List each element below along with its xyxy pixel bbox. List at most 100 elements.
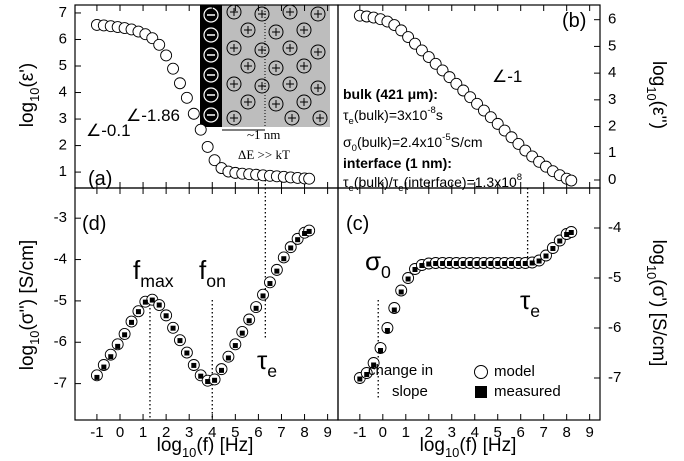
measured-point <box>446 261 452 266</box>
inset-negative-ion <box>203 87 219 103</box>
model-point <box>180 91 193 104</box>
model-point <box>201 140 214 153</box>
y-axis-label: log10(σ') [S/cm] <box>644 240 669 367</box>
annotation: bulk (421 μm): <box>343 86 438 102</box>
text-part: f <box>133 255 141 285</box>
annotation: (a) <box>88 168 112 190</box>
measured-point <box>184 350 190 356</box>
measured-point <box>522 261 528 266</box>
inset-positive-ion <box>296 58 312 74</box>
text-part: τ <box>343 174 349 190</box>
y-tick-label: 0 <box>608 171 616 188</box>
measured-point <box>550 246 556 251</box>
legend-marker <box>475 386 487 398</box>
x-tick-label: 5 <box>231 424 239 441</box>
y-tick-label: -5 <box>608 269 621 286</box>
text-part: -5 <box>442 132 450 143</box>
text-part: (bulk)=3x10 <box>354 107 428 123</box>
text-part: (bulk)=2.4x10 <box>357 134 442 150</box>
y-tick-label: 3 <box>59 110 67 127</box>
x-tick-label: -1 <box>90 424 103 441</box>
inset-positive-ion <box>254 78 270 94</box>
y-tick-label: -4 <box>608 219 621 236</box>
annotation: τe(bulk)=3x10-8s <box>343 105 443 127</box>
inset-negative-ion <box>203 107 219 123</box>
measured-point <box>212 377 218 383</box>
text-part: 10 <box>182 445 196 460</box>
text-part: -8 <box>427 105 435 116</box>
inset-positive-ion <box>284 110 300 126</box>
text-part: (b) <box>562 10 586 32</box>
model-point <box>303 172 316 185</box>
measured-point <box>378 348 384 353</box>
x-tick-label: 5 <box>494 424 502 441</box>
measured-point <box>101 364 107 370</box>
inset-positive-ion <box>282 76 298 92</box>
measured-point <box>274 268 280 274</box>
measured-point <box>246 318 252 324</box>
text-part: f <box>199 255 207 285</box>
annotation: fmax <box>133 255 174 291</box>
measured-point <box>391 307 397 313</box>
measured-point <box>398 289 404 295</box>
text-part: log <box>157 435 182 456</box>
measured-point <box>515 261 521 266</box>
measured-point <box>474 261 480 266</box>
measured-point <box>460 261 466 266</box>
text-part: (σ'') [S/cm] <box>17 240 38 331</box>
inset-electrode <box>200 5 222 127</box>
measured-point <box>115 343 121 349</box>
y-axis-label: log10(ε'') <box>644 61 669 129</box>
x-tick-label: 3 <box>185 424 193 441</box>
measured-point <box>357 376 363 382</box>
x-tick-label: 1 <box>139 424 147 441</box>
measured-point <box>267 281 273 287</box>
model-point <box>174 77 186 90</box>
text-part: log <box>420 435 445 456</box>
measured-point <box>129 319 135 325</box>
inset-positive-ion <box>310 44 326 60</box>
x-tick-label: 1 <box>402 424 410 441</box>
annotation: ΔE >> kT <box>238 147 290 162</box>
x-axis-label: log10(f) [Hz] <box>420 435 517 460</box>
x-tick-label: 4 <box>208 424 216 441</box>
measured-point <box>108 354 114 360</box>
annotation: (c) <box>346 213 369 235</box>
measured-point <box>306 228 312 234</box>
y-tick-label: 1 <box>608 144 616 161</box>
text-part: σ <box>365 246 381 276</box>
inset-positive-ion <box>254 42 270 58</box>
y-axis-label: log10(σ'') [S/cm] <box>17 240 42 370</box>
text-part: log <box>17 345 38 370</box>
text-part: s <box>436 107 443 123</box>
y-tick-label: 6 <box>59 30 67 47</box>
text-part: slope <box>392 383 428 400</box>
measured-point <box>295 237 301 243</box>
annotation: σ0 <box>365 246 391 282</box>
measured-point <box>433 261 439 266</box>
text-part: (σ') [S/cm] <box>648 279 669 366</box>
model-point <box>160 49 173 62</box>
text-part: τ <box>520 285 531 315</box>
x-tick-label: -1 <box>353 424 366 441</box>
inset-negative-ion <box>203 7 219 23</box>
legend-label: model <box>494 363 535 380</box>
inset-positive-ion <box>240 22 256 38</box>
annotation: τe(bulk)/τe(interface)=1.3x108 <box>343 172 522 194</box>
measured-point <box>371 362 377 368</box>
annotation: change in <box>368 362 433 379</box>
inset-positive-ion <box>268 60 284 76</box>
text-part: (a) <box>88 168 112 190</box>
x-tick-label: 3 <box>448 424 456 441</box>
text-part: ∠-1.86 <box>126 106 180 125</box>
x-tick-label: 6 <box>517 424 525 441</box>
x-tick-label: 7 <box>540 424 548 441</box>
text-part: 10 <box>445 445 459 460</box>
inset-positive-ion <box>254 6 270 22</box>
text-part: log <box>648 61 669 86</box>
text-part: (ε') <box>17 63 38 88</box>
x-tick-label: 0 <box>116 424 124 441</box>
model-point <box>208 154 221 167</box>
inset-positive-ion <box>296 94 312 110</box>
